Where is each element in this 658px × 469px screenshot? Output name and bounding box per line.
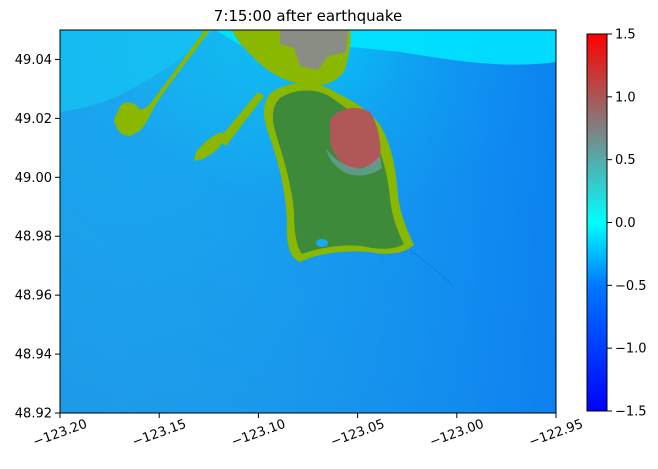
west-spit — [114, 30, 210, 134]
x-tick-label: −123.15 — [130, 417, 188, 450]
colorbar-tick-label: −1.5 — [615, 405, 647, 420]
colorbar-tick-label: 1.5 — [615, 28, 636, 43]
x-tick-label: −122.95 — [527, 417, 585, 450]
colorbar-tick-label: 1.0 — [615, 90, 636, 105]
west-spit-tip — [115, 102, 142, 136]
plot-frame — [59, 29, 557, 414]
y-tick-label: 48.96 — [15, 289, 52, 304]
diagonal-jetty — [218, 92, 264, 146]
y-tick-label: 48.92 — [15, 407, 52, 422]
inland-pond — [316, 239, 328, 247]
wake-line — [409, 249, 453, 286]
west-bar — [194, 132, 224, 161]
heatmap — [60, 30, 556, 413]
colorbar-tick-label: −1.0 — [615, 342, 647, 357]
colorbar-tick-label: 0.0 — [615, 216, 636, 231]
y-tick-label: 48.94 — [15, 348, 52, 363]
colorbar-axis: −1.5 −1.0 −0.5 0.0 0.5 1.0 1.5 — [607, 28, 647, 420]
y-tick-label: 49.02 — [15, 112, 52, 127]
colorbar-tick-label: −0.5 — [615, 279, 647, 294]
colorbar — [587, 34, 607, 411]
flooded-zone — [330, 107, 381, 170]
x-axis: −123.20 −123.15 −123.10 −123.05 −123.00 −122.… — [31, 413, 585, 450]
shallow-water-west — [60, 30, 215, 112]
y-axis: 48.92 48.94 48.96 48.98 49.00 49.02 49.04 — [15, 53, 60, 422]
y-tick-label: 48.98 — [15, 230, 52, 245]
x-tick-label: −123.00 — [428, 417, 486, 450]
flooded-zone-edge — [326, 148, 382, 176]
urban-area — [280, 30, 348, 70]
y-tick-label: 49.00 — [15, 171, 52, 186]
y-tick-label: 49.04 — [15, 53, 52, 68]
x-tick-label: −123.20 — [31, 417, 89, 450]
x-tick-label: −123.10 — [230, 417, 288, 450]
colorbar-tick-label: 0.5 — [615, 153, 636, 168]
peninsula-dry-land — [272, 90, 404, 254]
chart-title: 7:15:00 after earthquake — [214, 7, 402, 25]
x-tick-label: −123.05 — [329, 417, 387, 450]
